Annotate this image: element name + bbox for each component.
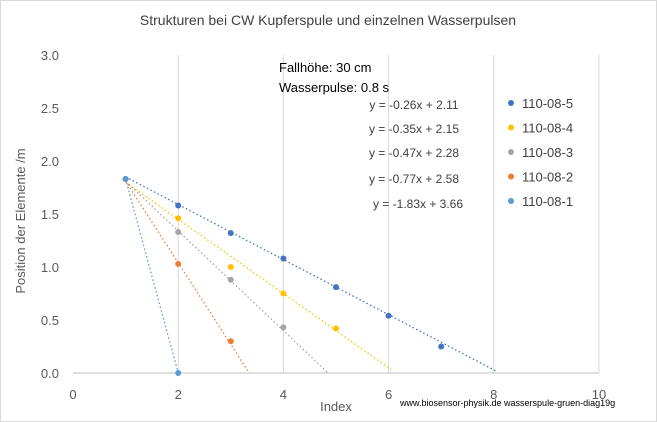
data-point-110-08-3 — [175, 229, 182, 236]
x-tick-label: 0 — [69, 387, 76, 402]
y-tick-label: 0.5 — [41, 313, 59, 328]
data-point-110-08-2 — [175, 260, 182, 267]
trendline-equation: y = -0.26x + 2.11 — [369, 98, 458, 112]
data-point-110-08-4 — [175, 215, 182, 222]
equation-layer: y = -0.26x + 2.11 y = -0.35x + 2.15 y = -0… — [369, 98, 463, 211]
legend-marker — [508, 100, 514, 106]
y-tick-label: 1.5 — [41, 207, 59, 222]
y-tick-label: 1.0 — [41, 260, 59, 275]
trendline-equation: y = -1.83x + 3.66 — [373, 197, 463, 211]
legend-marker — [508, 149, 514, 155]
trendline-110-08-4 — [125, 181, 392, 371]
trendline-110-08-1 — [124, 178, 179, 374]
legend-label: 110-08-4 — [522, 121, 573, 136]
y-tick-label: 2.5 — [41, 101, 59, 116]
x-axis-title: Index — [320, 399, 352, 414]
data-point-110-08-5 — [175, 202, 182, 209]
legend-marker — [508, 173, 514, 180]
x-tick-label: 4 — [280, 387, 287, 402]
legend: 110-08-5 110-08-4 110-08-3 110-08-2 110-08-1 — [508, 96, 573, 209]
data-point-110-08-2 — [227, 338, 234, 345]
trendline-equation: y = -0.77x + 2.58 — [369, 172, 459, 186]
data-point-110-08-5 — [227, 230, 234, 237]
data-point-110-08-4 — [333, 325, 339, 332]
legend-label: 110-08-1 — [522, 194, 573, 209]
x-tick-label: 6 — [385, 387, 392, 402]
y-tick-label: 2.0 — [41, 154, 59, 169]
y-tick-label: 0.0 — [41, 366, 59, 381]
data-point-110-08-5 — [280, 255, 287, 262]
data-point-110-08-1 — [175, 370, 182, 376]
annotation-wasserpulse: Wasserpulse: 0.8 s — [279, 80, 390, 95]
data-point-110-08-5 — [333, 284, 339, 291]
legend-label: 110-08-3 — [522, 145, 573, 160]
y-tick-label: 3.0 — [41, 48, 59, 63]
x-tick-label: 10 — [592, 387, 606, 402]
trendline-110-08-3 — [125, 180, 329, 374]
x-tick-label: 8 — [490, 387, 497, 402]
axis-layer: 0 2 4 6 8 10 0.0 0.5 1.0 1.5 2.0 2.5 3.0 — [41, 48, 606, 402]
legend-marker — [508, 124, 514, 131]
chart-title: Strukturen bei CW Kupferspule und einzel… — [140, 12, 516, 28]
trendline-equation: y = -0.47x + 2.28 — [369, 146, 459, 160]
data-point-110-08-5 — [385, 312, 392, 319]
data-point-110-08-1 — [122, 176, 129, 183]
y-axis-title: Position der Elemente /m — [13, 148, 28, 293]
x-tick-label: 2 — [175, 387, 182, 402]
data-point-110-08-3 — [280, 324, 287, 331]
trendline-equation: y = -0.35x + 2.15 — [369, 122, 459, 136]
data-point-110-08-4 — [280, 290, 287, 297]
point-layer — [122, 176, 445, 376]
data-point-110-08-4 — [227, 264, 234, 270]
legend-label: 110-08-2 — [522, 170, 573, 185]
grid-layer — [177, 55, 600, 373]
data-point-110-08-3 — [227, 276, 234, 283]
legend-marker — [508, 198, 514, 204]
watermark-text: www.biosensor-physik.de wasserspule-grue… — [399, 398, 615, 408]
trendline-layer — [124, 176, 497, 374]
annotation-fallhoehe: Fallhöhe: 30 cm — [279, 60, 372, 75]
trendline-110-08-5 — [125, 176, 497, 372]
legend-label: 110-08-5 — [522, 96, 573, 111]
data-point-110-08-5 — [438, 343, 445, 350]
